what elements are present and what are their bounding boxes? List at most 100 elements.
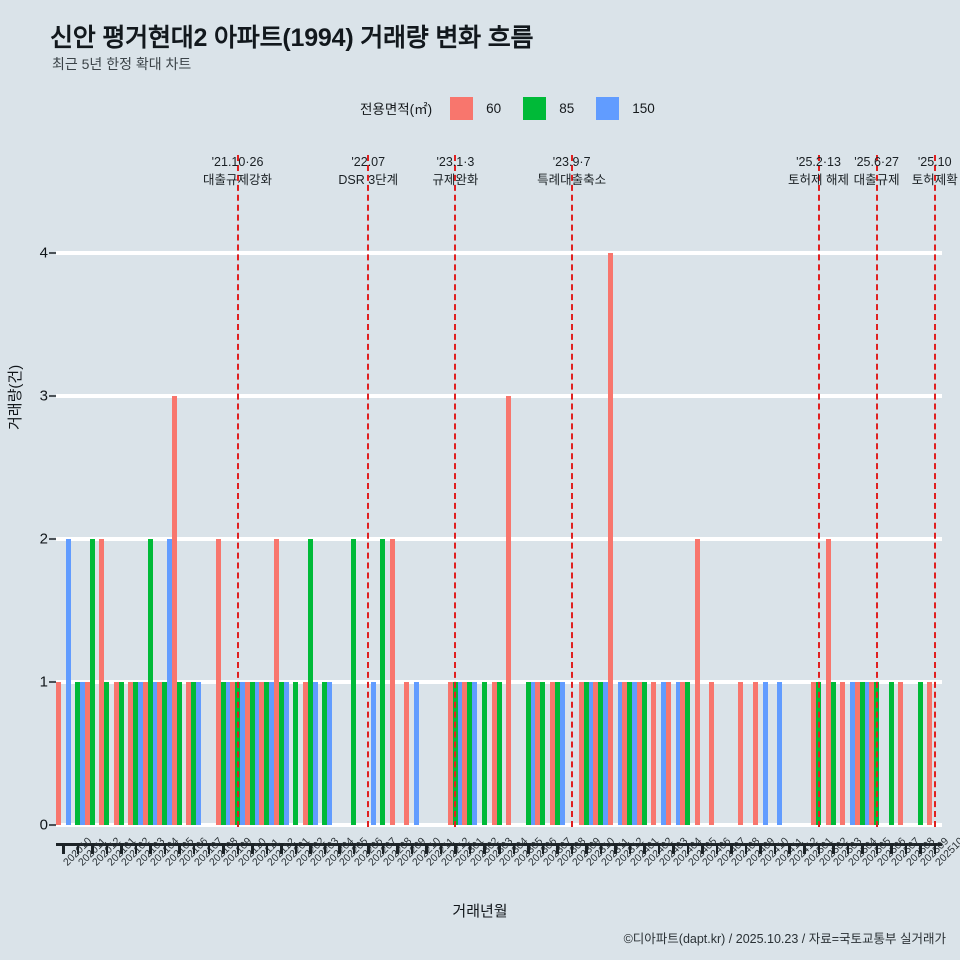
bar[interactable] xyxy=(142,681,148,825)
bar[interactable] xyxy=(269,681,275,825)
bar[interactable] xyxy=(191,681,197,825)
bar[interactable] xyxy=(104,681,110,825)
bar[interactable] xyxy=(138,681,144,825)
bar[interactable] xyxy=(327,681,333,825)
bar[interactable] xyxy=(481,681,487,825)
bar[interactable] xyxy=(603,681,609,825)
bar[interactable] xyxy=(540,681,546,825)
bar[interactable] xyxy=(389,538,395,825)
bar[interactable] xyxy=(171,395,177,825)
bar[interactable] xyxy=(898,681,904,825)
bar[interactable] xyxy=(65,538,71,825)
bar[interactable] xyxy=(583,681,589,825)
bar[interactable] xyxy=(467,681,473,825)
bar[interactable] xyxy=(167,538,173,825)
bar[interactable] xyxy=(525,681,531,825)
bar[interactable] xyxy=(472,681,478,825)
bar[interactable] xyxy=(685,681,691,825)
bar[interactable] xyxy=(196,681,202,825)
bar[interactable] xyxy=(283,681,289,825)
bar[interactable] xyxy=(404,681,410,825)
bar[interactable] xyxy=(118,681,124,825)
bar[interactable] xyxy=(549,681,555,825)
bar[interactable] xyxy=(506,395,512,825)
bar[interactable] xyxy=(84,681,90,825)
bar[interactable] xyxy=(75,681,81,825)
bar[interactable] xyxy=(447,681,453,825)
bar[interactable] xyxy=(641,681,647,825)
bar[interactable] xyxy=(220,681,226,825)
bar[interactable] xyxy=(607,252,613,825)
bar[interactable] xyxy=(675,681,681,825)
bar[interactable] xyxy=(278,681,284,825)
bar[interactable] xyxy=(457,681,463,825)
bar[interactable] xyxy=(738,681,744,825)
bar[interactable] xyxy=(762,681,768,825)
bar[interactable] xyxy=(869,681,875,825)
bar[interactable] xyxy=(307,538,313,825)
bar[interactable] xyxy=(535,681,541,825)
legend-item-85[interactable]: 85 xyxy=(523,96,596,120)
bar[interactable] xyxy=(598,681,604,825)
bar[interactable] xyxy=(694,538,700,825)
bar[interactable] xyxy=(888,681,894,825)
bar[interactable] xyxy=(627,681,633,825)
bar[interactable] xyxy=(588,681,594,825)
bar[interactable] xyxy=(830,681,836,825)
bar[interactable] xyxy=(491,681,497,825)
legend-item-150[interactable]: 150 xyxy=(596,96,677,120)
bar[interactable] xyxy=(462,681,468,825)
bar[interactable] xyxy=(249,681,255,825)
bar[interactable] xyxy=(578,681,584,825)
bar[interactable] xyxy=(840,681,846,825)
bar[interactable] xyxy=(859,681,865,825)
bar[interactable] xyxy=(380,538,386,825)
bar[interactable] xyxy=(230,681,236,825)
bar[interactable] xyxy=(351,538,357,825)
bar[interactable] xyxy=(811,681,817,825)
bar[interactable] xyxy=(554,681,560,825)
bar[interactable] xyxy=(152,681,158,825)
bar[interactable] xyxy=(617,681,623,825)
bar[interactable] xyxy=(864,681,870,825)
bar[interactable] xyxy=(370,681,376,825)
bar[interactable] xyxy=(622,681,628,825)
bar[interactable] xyxy=(225,681,231,825)
bar[interactable] xyxy=(244,681,250,825)
bar[interactable] xyxy=(927,681,933,825)
bar[interactable] xyxy=(632,681,638,825)
bar[interactable] xyxy=(128,681,134,825)
bar[interactable] xyxy=(254,681,260,825)
bar[interactable] xyxy=(917,681,923,825)
bar[interactable] xyxy=(302,681,308,825)
bar[interactable] xyxy=(133,681,139,825)
bar[interactable] xyxy=(530,681,536,825)
bar[interactable] xyxy=(559,681,565,825)
bar[interactable] xyxy=(825,538,831,825)
bar[interactable] xyxy=(157,681,163,825)
bar[interactable] xyxy=(55,681,61,825)
bar[interactable] xyxy=(593,681,599,825)
bar[interactable] xyxy=(147,538,153,825)
bar[interactable] xyxy=(176,681,182,825)
bar[interactable] xyxy=(850,681,856,825)
bar[interactable] xyxy=(854,681,860,825)
bar[interactable] xyxy=(113,681,119,825)
bar[interactable] xyxy=(665,681,671,825)
bar[interactable] xyxy=(661,681,667,825)
legend-item-60[interactable]: 60 xyxy=(450,96,523,120)
bar[interactable] xyxy=(186,681,192,825)
bar[interactable] xyxy=(496,681,502,825)
bar[interactable] xyxy=(312,681,318,825)
bar[interactable] xyxy=(162,681,168,825)
bar[interactable] xyxy=(414,681,420,825)
bar[interactable] xyxy=(240,681,246,825)
bar[interactable] xyxy=(752,681,758,825)
bar[interactable] xyxy=(259,681,265,825)
bar[interactable] xyxy=(636,681,642,825)
bar[interactable] xyxy=(777,681,783,825)
bar[interactable] xyxy=(709,681,715,825)
bar[interactable] xyxy=(89,538,95,825)
bar[interactable] xyxy=(293,681,299,825)
bar[interactable] xyxy=(264,681,270,825)
